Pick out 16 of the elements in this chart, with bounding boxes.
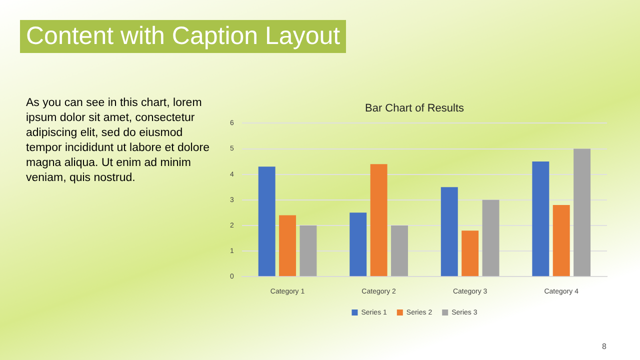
text: Content with Caption Layout xyxy=(20,20,346,53)
bar xyxy=(279,215,296,276)
bar xyxy=(391,225,408,276)
bar xyxy=(462,230,479,276)
text: 8 xyxy=(602,342,606,351)
bar xyxy=(258,166,276,276)
bar xyxy=(552,205,570,276)
bar xyxy=(370,164,388,276)
bar xyxy=(350,212,367,276)
bar xyxy=(574,148,591,276)
chart-title: Bar Chart of Results xyxy=(364,102,465,115)
bar xyxy=(482,200,500,276)
text: As you can see in this chart, lorem ipsum dolor sit amet, consectetur adipiscing elit, sed do eiusmod tempor incididunt ut labore et dolore magna aliqua. Ut enim ad minim veniam, quis nostrud. xyxy=(26,96,210,186)
bar xyxy=(440,187,458,276)
bar xyxy=(300,225,317,276)
bar xyxy=(532,162,550,276)
